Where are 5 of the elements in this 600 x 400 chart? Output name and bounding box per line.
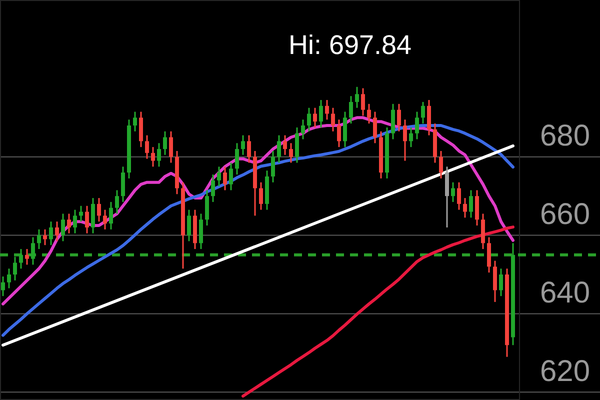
y-tick-label: 680 xyxy=(540,119,590,152)
y-tick-label: 660 xyxy=(540,198,590,231)
y-tick-label: 640 xyxy=(540,276,590,310)
annotation: Hi: 697.84 xyxy=(288,30,412,60)
y-tick-label: 620 xyxy=(540,354,590,388)
